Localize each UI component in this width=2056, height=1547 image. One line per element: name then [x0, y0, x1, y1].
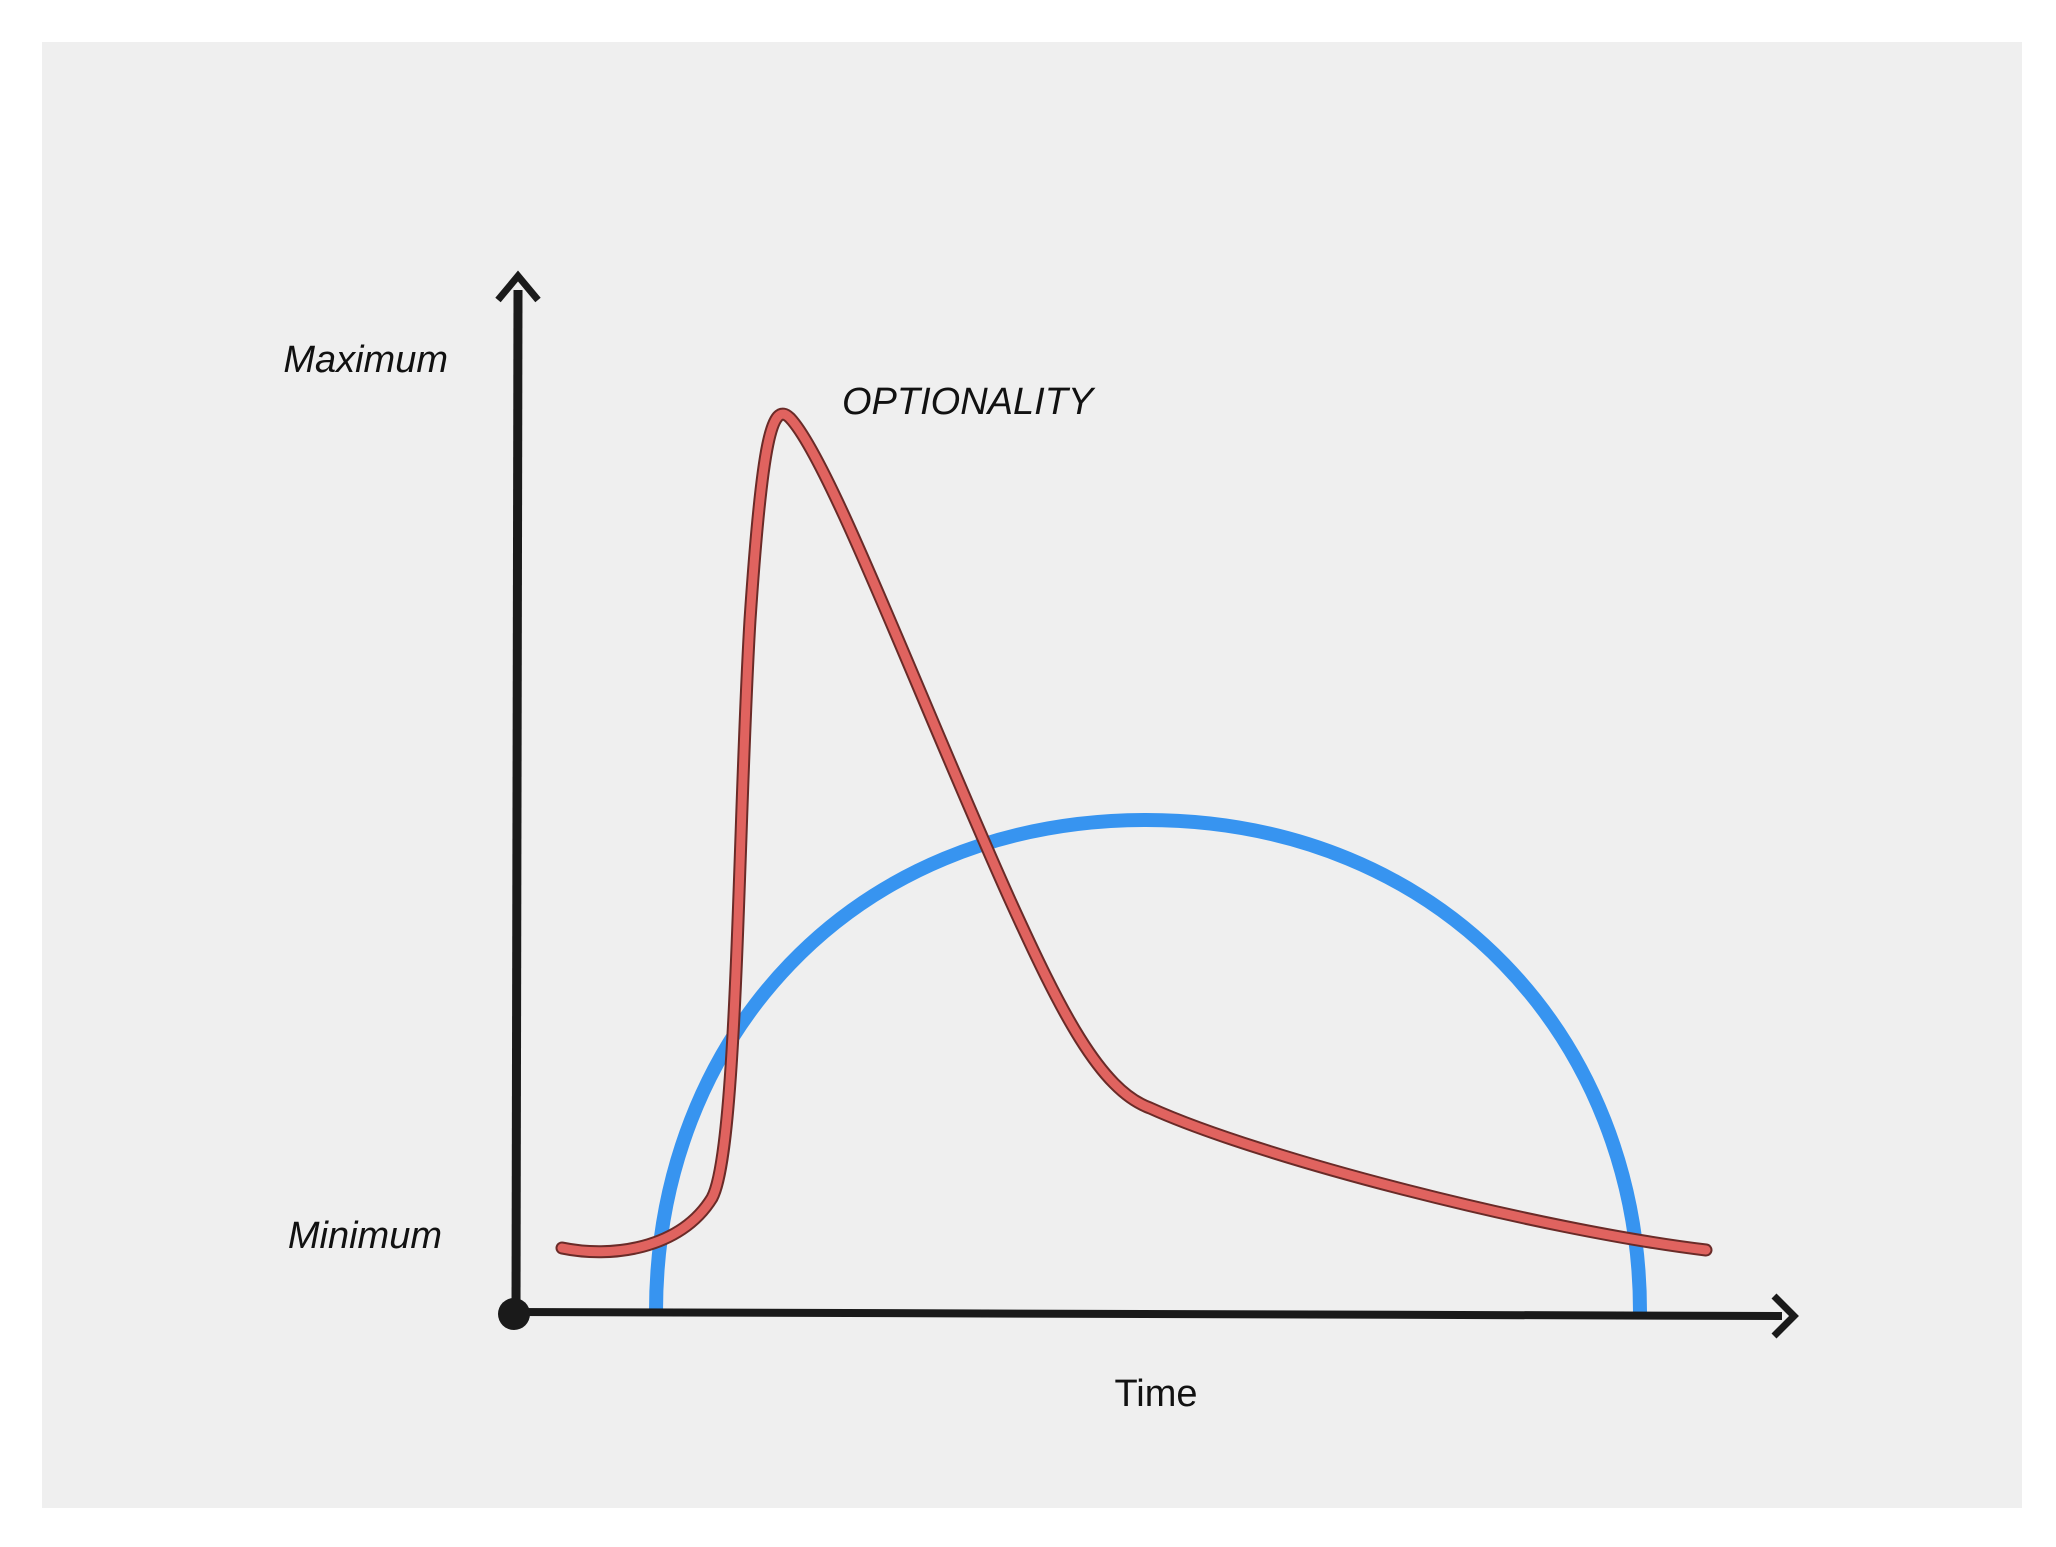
- y-label-maximum: Maximum: [283, 339, 448, 381]
- curve-annotation-optionality: OPTIONALITY: [842, 381, 1096, 423]
- y-label-minimum: Minimum: [288, 1215, 442, 1257]
- x-axis-arrowhead: [1771, 1293, 1799, 1339]
- x-label-time: Time: [1114, 1373, 1197, 1415]
- y-axis-arrowhead: [495, 270, 541, 303]
- blue-curve: [649, 812, 1647, 1313]
- background-panel: [42, 42, 2022, 1508]
- y-axis: [511, 289, 523, 1313]
- x-axis: [513, 1308, 1783, 1320]
- optionality-curve: [557, 409, 1711, 1257]
- origin-dot: [498, 1298, 530, 1330]
